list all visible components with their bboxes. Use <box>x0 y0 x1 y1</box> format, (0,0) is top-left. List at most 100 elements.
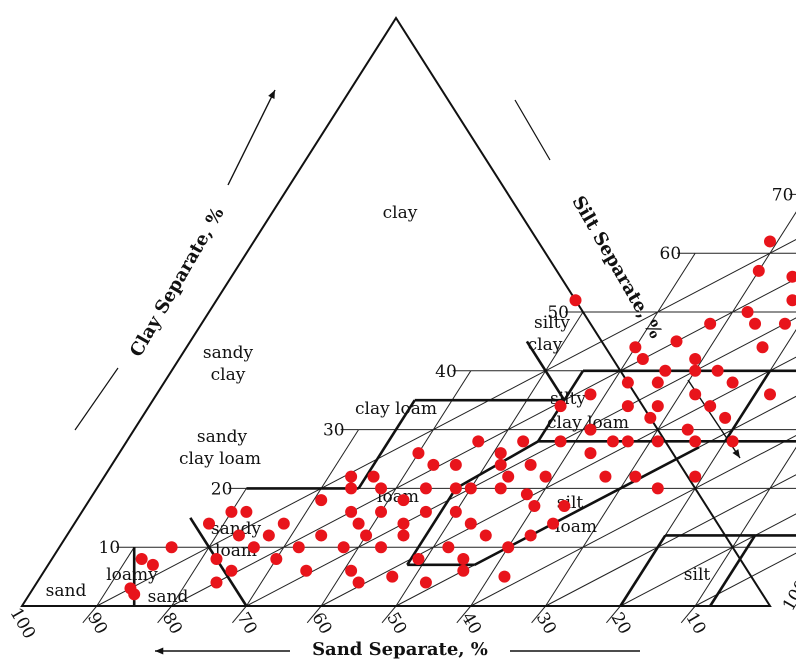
sand-tick-label: 20 <box>607 609 635 638</box>
data-point <box>135 552 148 565</box>
data-point <box>419 576 432 589</box>
data-point <box>606 435 619 448</box>
data-point <box>240 505 253 518</box>
data-point <box>494 458 507 471</box>
sand-tick-label: 60 <box>307 609 335 638</box>
data-point <box>397 517 410 530</box>
class-boundary <box>563 370 585 401</box>
silt-tick-label: 100 <box>779 576 796 614</box>
data-point <box>360 529 373 542</box>
data-point <box>659 364 672 377</box>
data-point <box>726 435 739 448</box>
data-point <box>300 564 313 577</box>
class-boundary <box>619 534 667 607</box>
tick-mark <box>82 605 98 624</box>
data-point <box>558 500 571 513</box>
class-label-loamy-sand: loamy <box>106 565 158 585</box>
data-point <box>315 529 328 542</box>
data-point <box>375 541 388 554</box>
data-point <box>247 541 260 554</box>
grid-line-sand <box>694 446 796 607</box>
data-point <box>494 447 507 460</box>
class-label-sandy-clay-loam: sandy <box>197 427 248 447</box>
data-point <box>681 423 694 436</box>
data-point <box>599 470 612 483</box>
data-point <box>636 353 649 366</box>
data-point <box>165 541 178 554</box>
clay-tick-label: 20 <box>211 479 233 499</box>
data-point <box>520 488 533 501</box>
data-point <box>689 470 702 483</box>
data-point <box>689 435 702 448</box>
data-point <box>524 529 537 542</box>
data-point <box>651 482 664 495</box>
grid-line-sand <box>545 211 796 607</box>
data-point <box>621 435 634 448</box>
data-point <box>629 470 642 483</box>
data-point <box>502 541 515 554</box>
data-point <box>756 341 769 354</box>
data-point <box>375 505 388 518</box>
data-point <box>479 529 492 542</box>
data-point <box>498 570 511 583</box>
data-point <box>752 264 765 277</box>
data-point <box>569 294 582 307</box>
data-point <box>670 335 683 348</box>
class-label-loamy-sand: sand <box>148 587 189 607</box>
data-point <box>704 400 717 413</box>
sand-tick-label: 40 <box>457 609 485 638</box>
sand-tick-label: 80 <box>158 609 186 638</box>
data-point <box>629 341 642 354</box>
grid-line-silt <box>694 552 796 607</box>
data-point <box>262 529 275 542</box>
data-point <box>584 423 597 436</box>
data-point <box>741 306 754 318</box>
class-boundary <box>357 399 416 490</box>
data-point <box>621 400 634 413</box>
class-label-sandy-loam: sandy <box>211 519 262 539</box>
data-point <box>375 482 388 495</box>
clay-side-line <box>74 367 119 431</box>
sand-arrow-head <box>155 647 164 655</box>
class-label-silty-clay: silty <box>534 313 570 333</box>
data-point <box>449 505 462 518</box>
data-point <box>494 482 507 495</box>
class-label-silty-clay: clay <box>528 335 563 355</box>
class-label-sand: sand <box>46 581 87 601</box>
clay-tick-label: 50 <box>547 303 569 323</box>
data-point <box>764 235 776 248</box>
grid-line-sand <box>245 429 360 607</box>
data-point <box>203 517 215 530</box>
class-boundary <box>724 370 772 443</box>
class-label-clay: clay <box>383 203 418 223</box>
clay-tick-label: 30 <box>323 421 345 441</box>
sand-tick-label: 90 <box>83 609 111 638</box>
data-point <box>337 541 350 554</box>
data-point <box>345 470 358 483</box>
data-point <box>547 517 560 530</box>
class-label-clay-loam: clay loam <box>355 399 437 419</box>
silt-axis-title: Silt Separate, % <box>568 192 666 342</box>
data-point <box>464 482 477 495</box>
data-point <box>764 388 776 401</box>
data-point <box>345 505 358 518</box>
data-point <box>749 317 762 330</box>
data-point <box>778 317 791 330</box>
sand-axis-title: Sand Separate, % <box>312 639 488 659</box>
data-point <box>128 588 141 601</box>
sand-tick-label: 50 <box>382 609 410 638</box>
data-point <box>232 529 245 542</box>
data-point <box>449 458 462 471</box>
data-point <box>584 388 597 401</box>
clay-tick-label: 10 <box>99 538 121 558</box>
tick-mark <box>680 605 696 624</box>
data-point <box>397 529 410 542</box>
data-point <box>210 576 223 589</box>
tick-mark <box>531 605 546 624</box>
data-point <box>315 494 328 507</box>
data-point <box>352 576 365 589</box>
data-point <box>270 552 283 565</box>
data-point <box>397 494 410 507</box>
data-point <box>726 376 739 389</box>
